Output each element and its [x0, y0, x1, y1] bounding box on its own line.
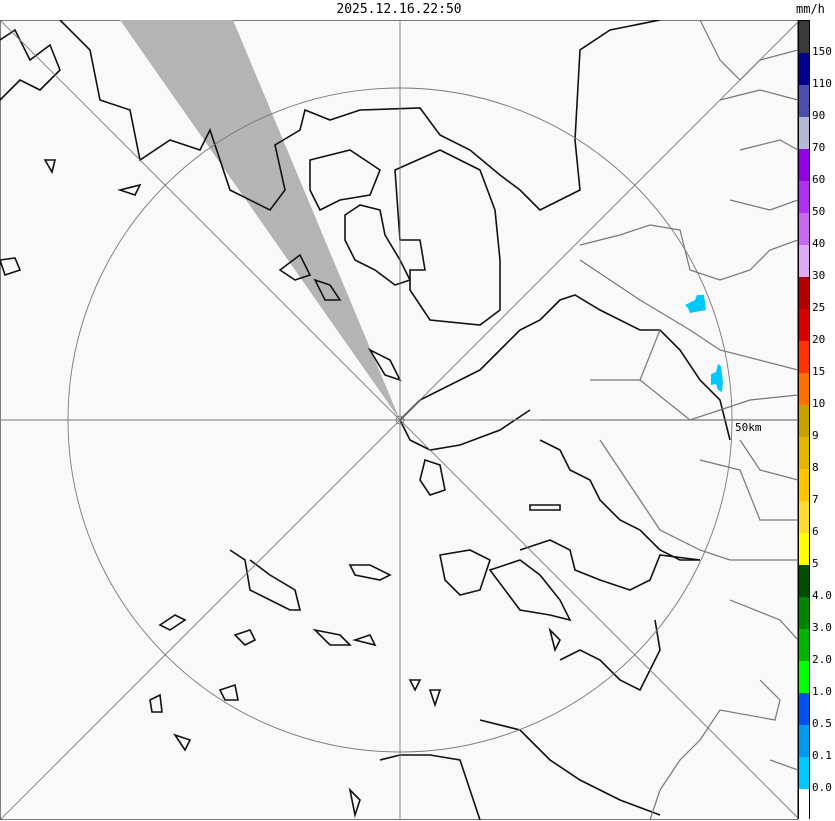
legend-label: 8 [812, 461, 819, 474]
legend-swatch [799, 565, 809, 597]
legend-label: 0.5 [812, 717, 832, 730]
legend-swatch [799, 629, 809, 661]
legend-label: 40 [812, 237, 826, 250]
legend-label: 9 [812, 429, 819, 442]
legend-label: 15 [812, 365, 826, 378]
range-label: 50km [735, 421, 762, 434]
legend-swatch [799, 277, 809, 309]
legend-label: 0.1 [812, 749, 832, 762]
legend-label: 10 [812, 397, 826, 410]
legend-label: 6 [812, 525, 819, 538]
legend-swatch [799, 341, 809, 373]
legend-swatch [799, 693, 809, 725]
legend-label: 1.0 [812, 685, 832, 698]
legend-swatch [799, 533, 809, 565]
legend-swatch [799, 757, 809, 789]
legend-label: 4.0 [812, 589, 832, 602]
legend-swatch [799, 469, 809, 501]
radar-map[interactable]: 50km [0, 20, 798, 820]
legend-label: 20 [812, 333, 826, 346]
legend-label: 110 [812, 77, 832, 90]
legend-swatch [799, 21, 809, 53]
rain-echo [685, 295, 706, 313]
legend-label: 90 [812, 109, 826, 122]
legend-swatch [799, 725, 809, 757]
range-grid [0, 20, 798, 820]
coastlines [0, 20, 731, 820]
legend-label: 0.0 [812, 781, 832, 794]
legend-label: 5 [812, 557, 819, 570]
legend-unit: mm/h [796, 2, 825, 16]
legend-swatch [799, 245, 809, 277]
legend-swatch [799, 117, 809, 149]
legend-swatch [799, 181, 809, 213]
legend-label: 30 [812, 269, 826, 282]
legend-swatch [799, 405, 809, 437]
legend-swatch [799, 309, 809, 341]
legend-label: 3.0 [812, 621, 832, 634]
legend-swatch [799, 149, 809, 181]
legend-label: 70 [812, 141, 826, 154]
legend-label: 2.0 [812, 653, 832, 666]
legend-swatch [799, 213, 809, 245]
legend-swatch [799, 85, 809, 117]
legend-label: 7 [812, 493, 819, 506]
legend-swatch [799, 597, 809, 629]
rain-echo [711, 364, 723, 392]
blocked-sector [120, 20, 400, 420]
legend-label: 60 [812, 173, 826, 186]
legend-label: 150 [812, 45, 832, 58]
legend-swatch [799, 373, 809, 405]
timestamp: 2025.12.16.22:50 [336, 2, 462, 17]
legend-label: 25 [812, 301, 826, 314]
legend-swatch [799, 661, 809, 693]
legend-label: 50 [812, 205, 826, 218]
legend-swatch [799, 501, 809, 533]
legend-swatch [799, 53, 809, 85]
color-legend [798, 20, 810, 821]
legend-swatch [799, 789, 809, 821]
legend-swatch [799, 437, 809, 469]
